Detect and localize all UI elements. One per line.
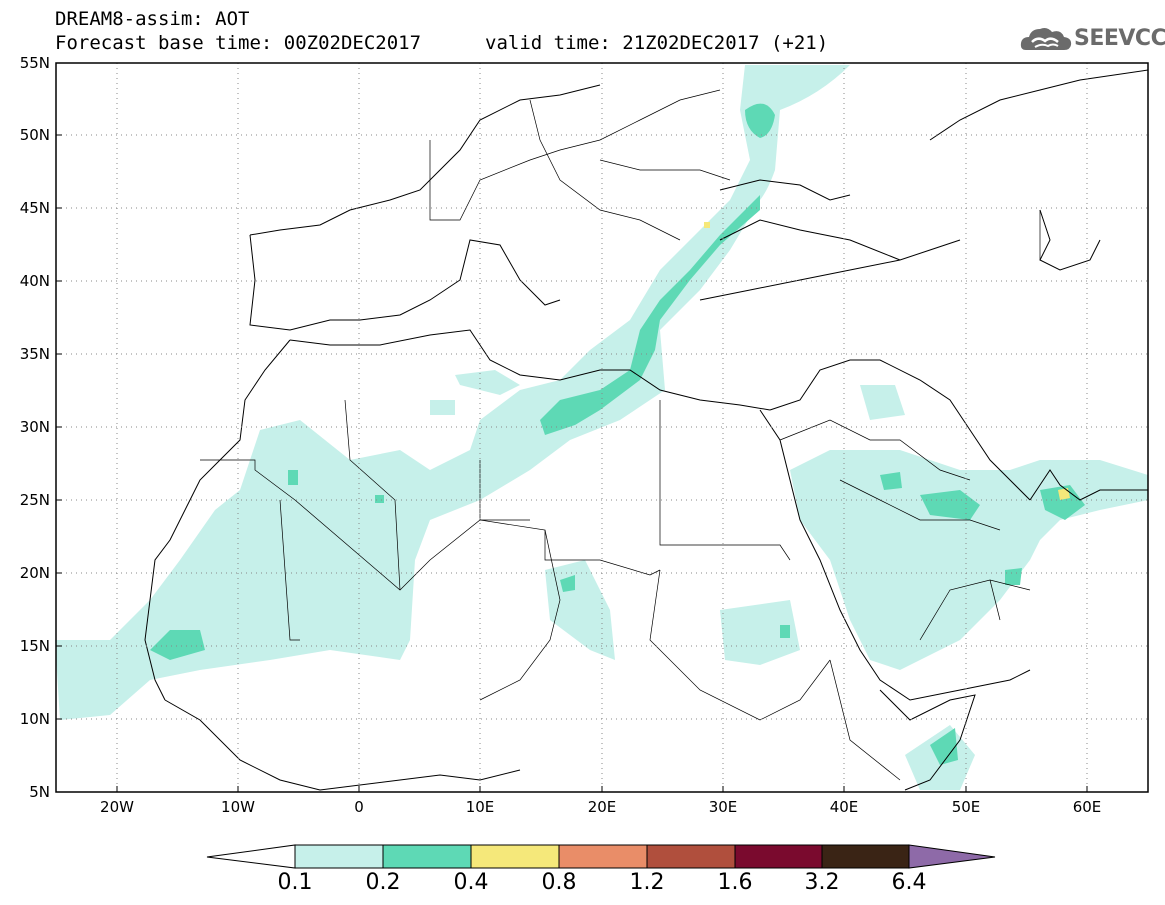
lon-label: 20E — [587, 798, 617, 816]
lat-label: 20N — [19, 564, 50, 582]
colorbar-label: 0.1 — [277, 870, 313, 895]
colorbar-label: 0.2 — [365, 870, 401, 895]
lat-label: 35N — [19, 345, 50, 363]
seevccc-logo: SEEVCCC — [1018, 22, 1165, 56]
coastlines — [144, 69, 1149, 791]
lon-label: 10W — [221, 798, 255, 816]
lat-label: 30N — [19, 418, 50, 436]
lat-label: 40N — [19, 272, 50, 290]
colorbar-swatch — [382, 844, 472, 869]
lon-label: 50E — [951, 798, 981, 816]
lat-label: 45N — [19, 199, 50, 217]
lat-label: 50N — [19, 126, 50, 144]
colorbar-swatch — [294, 844, 384, 869]
lon-label: 60E — [1072, 798, 1102, 816]
axis-ticks — [56, 62, 1088, 792]
lon-label: 10E — [465, 798, 495, 816]
colorbar-swatch — [558, 844, 648, 869]
colorbar-label: 0.4 — [453, 870, 489, 895]
lat-label: 15N — [19, 637, 50, 655]
map-title: DREAM8-assim: AOT — [55, 8, 250, 30]
colorbar — [206, 844, 996, 869]
lon-label: 30E — [708, 798, 738, 816]
forecast-base-time: Forecast base time: 00Z02DEC2017 — [55, 32, 422, 54]
lat-label: 10N — [19, 710, 50, 728]
lon-label: 20W — [100, 798, 134, 816]
colorbar-over-arrow — [908, 844, 996, 869]
logo-text: SEEVCCC — [1074, 26, 1165, 51]
lat-label: 25N — [19, 491, 50, 509]
valid-time: valid time: 21Z02DEC2017 (+21) — [485, 32, 829, 54]
gridlines — [56, 63, 1148, 792]
colorbar-label: 1.2 — [629, 870, 665, 895]
borders — [200, 89, 1041, 781]
colorbar-swatch — [734, 844, 823, 869]
colorbar-label: 0.8 — [541, 870, 577, 895]
lat-label: 5N — [29, 783, 50, 801]
colorbar-label: 3.2 — [804, 870, 840, 895]
lon-label: 40E — [829, 798, 859, 816]
colorbar-swatch — [470, 844, 560, 869]
aot-level-0.4 — [704, 222, 1070, 500]
colorbar-under-arrow — [206, 844, 296, 869]
colorbar-label: 6.4 — [891, 870, 927, 895]
colorbar-swatch — [821, 844, 910, 869]
colorbar-swatch — [646, 844, 736, 869]
cloud-icon — [1020, 28, 1072, 50]
aot-level-0.2 — [150, 103, 1085, 765]
lon-label: 0 — [354, 798, 364, 816]
colorbar-label: 1.6 — [717, 870, 753, 895]
lat-label: 55N — [19, 54, 50, 72]
